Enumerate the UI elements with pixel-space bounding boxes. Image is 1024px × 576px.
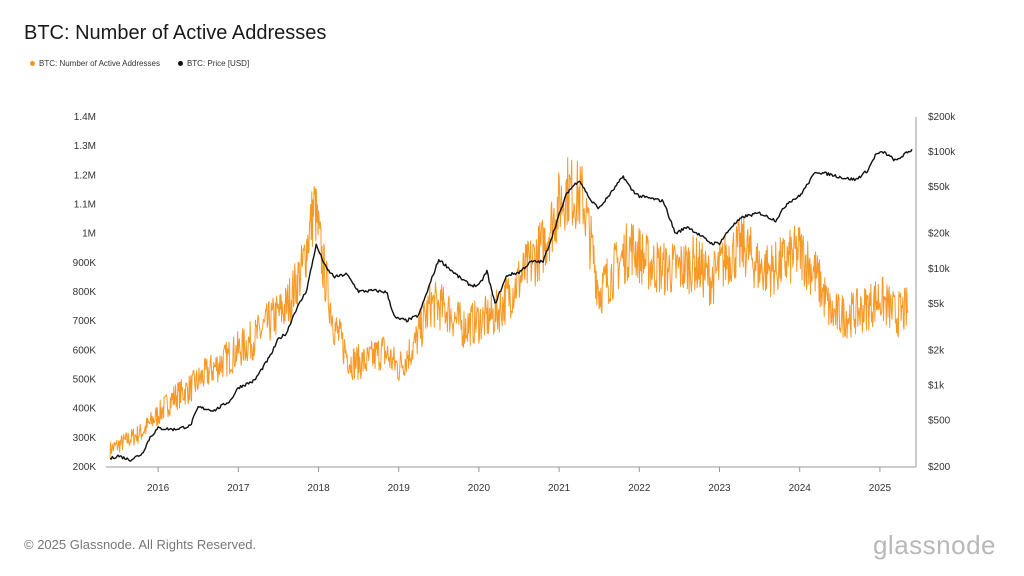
x-tick-label: 2017 [227,483,250,494]
y-left-tick-label: 1.3M [74,141,96,152]
y-left-tick-label: 1.1M [74,200,96,211]
y-left-tick-label: 600K [73,345,97,356]
x-tick-label: 2020 [468,483,491,494]
y-right-tick-label: $1k [928,380,945,391]
y-left-tick-label: 800K [73,287,97,298]
y-right-tick-label: $200k [928,112,956,123]
x-tick-label: 2025 [869,483,892,494]
copyright-text: © 2025 Glassnode. All Rights Reserved. [24,537,257,552]
legend-label-price: BTC: Price [USD] [186,59,250,68]
legend-label-active-addresses: BTC: Number of Active Addresses [39,59,160,68]
y-left-tick-label: 700K [73,316,97,327]
y-right-tick-label: $10k [928,264,951,275]
series-active-addresses [109,157,909,458]
y-left-tick-label: 1.2M [74,170,96,181]
x-tick-label: 2022 [628,483,651,494]
y-right-tick-label: $20k [928,229,951,240]
y-left-tick-label: 1.4M [74,112,96,123]
y-left-tick-label: 300K [73,433,97,444]
y-right-tick-label: $50k [928,182,951,193]
legend-item-price[interactable]: BTC: Price [USD] [177,59,250,68]
y-left-tick-label: 200K [73,462,97,473]
y-right-tick-label: $200 [928,462,951,473]
y-left-tick-label: 900K [73,258,97,269]
y-left-tick-label: 500K [73,375,97,386]
y-right-tick-label: $500 [928,416,951,427]
x-tick-label: 2016 [147,483,170,494]
y-left-tick-label: 400K [73,404,97,415]
y-right-tick-label: $100k [928,147,956,158]
x-tick-label: 2021 [548,483,571,494]
x-tick-label: 2019 [388,483,411,494]
brand-logo: glassnode [872,530,996,560]
series-price [109,148,913,462]
y-left-tick-label: 1M [82,229,96,240]
y-right-tick-label: $5k [928,299,945,310]
page-title: BTC: Number of Active Addresses [24,22,327,44]
x-tick-label: 2024 [789,483,812,494]
y-right-tick-label: $2k [928,345,945,356]
legend-swatch-orange [30,61,35,66]
chart-legend: BTC: Number of Active Addresses BTC: Pri… [30,59,249,68]
x-tick-label: 2023 [708,483,731,494]
legend-swatch-black [177,61,183,66]
x-tick-label: 2018 [307,483,330,494]
legend-item-active-addresses[interactable]: BTC: Number of Active Addresses [30,59,160,68]
